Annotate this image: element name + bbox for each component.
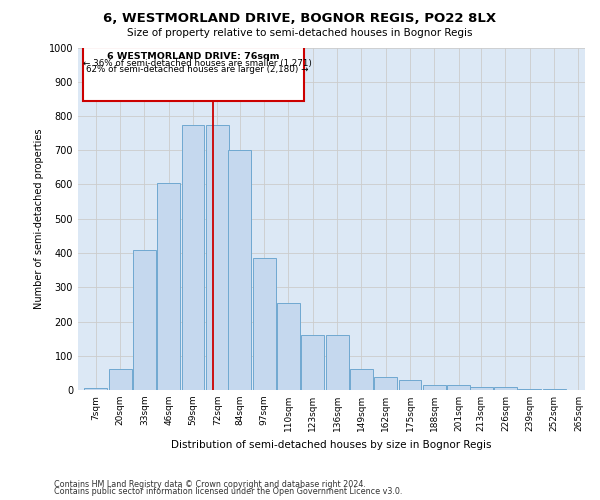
Bar xyxy=(518,389,541,390)
Bar xyxy=(494,388,517,390)
Bar xyxy=(423,385,446,390)
Bar xyxy=(253,258,275,390)
Bar xyxy=(85,388,107,390)
Text: 6 WESTMORLAND DRIVE: 76sqm: 6 WESTMORLAND DRIVE: 76sqm xyxy=(107,52,280,60)
Y-axis label: Number of semi-detached properties: Number of semi-detached properties xyxy=(34,128,44,309)
Bar xyxy=(277,302,300,390)
Bar xyxy=(229,150,251,390)
Bar xyxy=(157,183,180,390)
Bar xyxy=(374,377,397,390)
Text: 62% of semi-detached houses are larger (2,180) →: 62% of semi-detached houses are larger (… xyxy=(86,64,308,74)
Bar xyxy=(109,369,131,390)
Bar xyxy=(326,335,349,390)
Text: 6, WESTMORLAND DRIVE, BOGNOR REGIS, PO22 8LX: 6, WESTMORLAND DRIVE, BOGNOR REGIS, PO22… xyxy=(103,12,497,25)
Bar xyxy=(133,250,156,390)
Bar xyxy=(301,335,324,390)
Text: Contains HM Land Registry data © Crown copyright and database right 2024.: Contains HM Land Registry data © Crown c… xyxy=(54,480,366,489)
Bar xyxy=(350,369,373,390)
Bar xyxy=(206,124,229,390)
Bar xyxy=(83,48,304,100)
Text: Contains public sector information licensed under the Open Government Licence v3: Contains public sector information licen… xyxy=(54,487,403,496)
X-axis label: Distribution of semi-detached houses by size in Bognor Regis: Distribution of semi-detached houses by … xyxy=(171,440,492,450)
Bar xyxy=(470,386,493,390)
Bar xyxy=(543,389,566,390)
Bar xyxy=(448,385,470,390)
Bar xyxy=(398,380,421,390)
Text: Size of property relative to semi-detached houses in Bognor Regis: Size of property relative to semi-detach… xyxy=(127,28,473,38)
Text: ← 36% of semi-detached houses are smaller (1,271): ← 36% of semi-detached houses are smalle… xyxy=(83,59,312,68)
Bar xyxy=(182,124,205,390)
